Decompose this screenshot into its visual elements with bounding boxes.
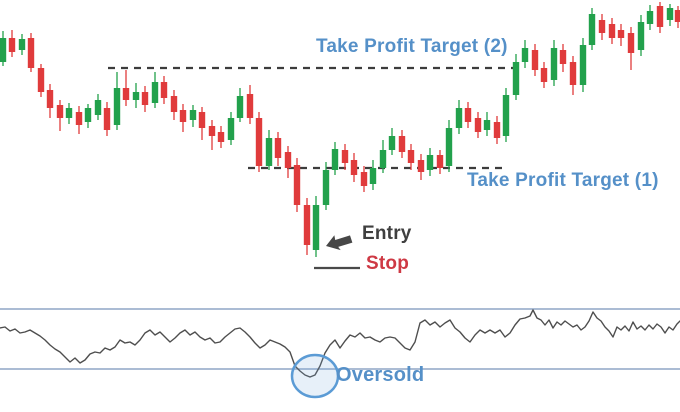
stop-label: Stop [366, 253, 410, 274]
oversold-circle [290, 353, 340, 399]
oscillator-band-lines [0, 308, 680, 370]
oversold-label: Oversold [336, 364, 425, 386]
take-profit-target-2-label: Take Profit Target (2) [316, 36, 508, 57]
candlestick-series [0, 2, 680, 257]
entry-arrow-icon [326, 235, 353, 251]
oscillator-line [0, 309, 680, 378]
generated-chart [0, 2, 680, 399]
take-profit-target-1-label: Take Profit Target (1) [467, 170, 659, 191]
entry-label: Entry [362, 223, 412, 244]
